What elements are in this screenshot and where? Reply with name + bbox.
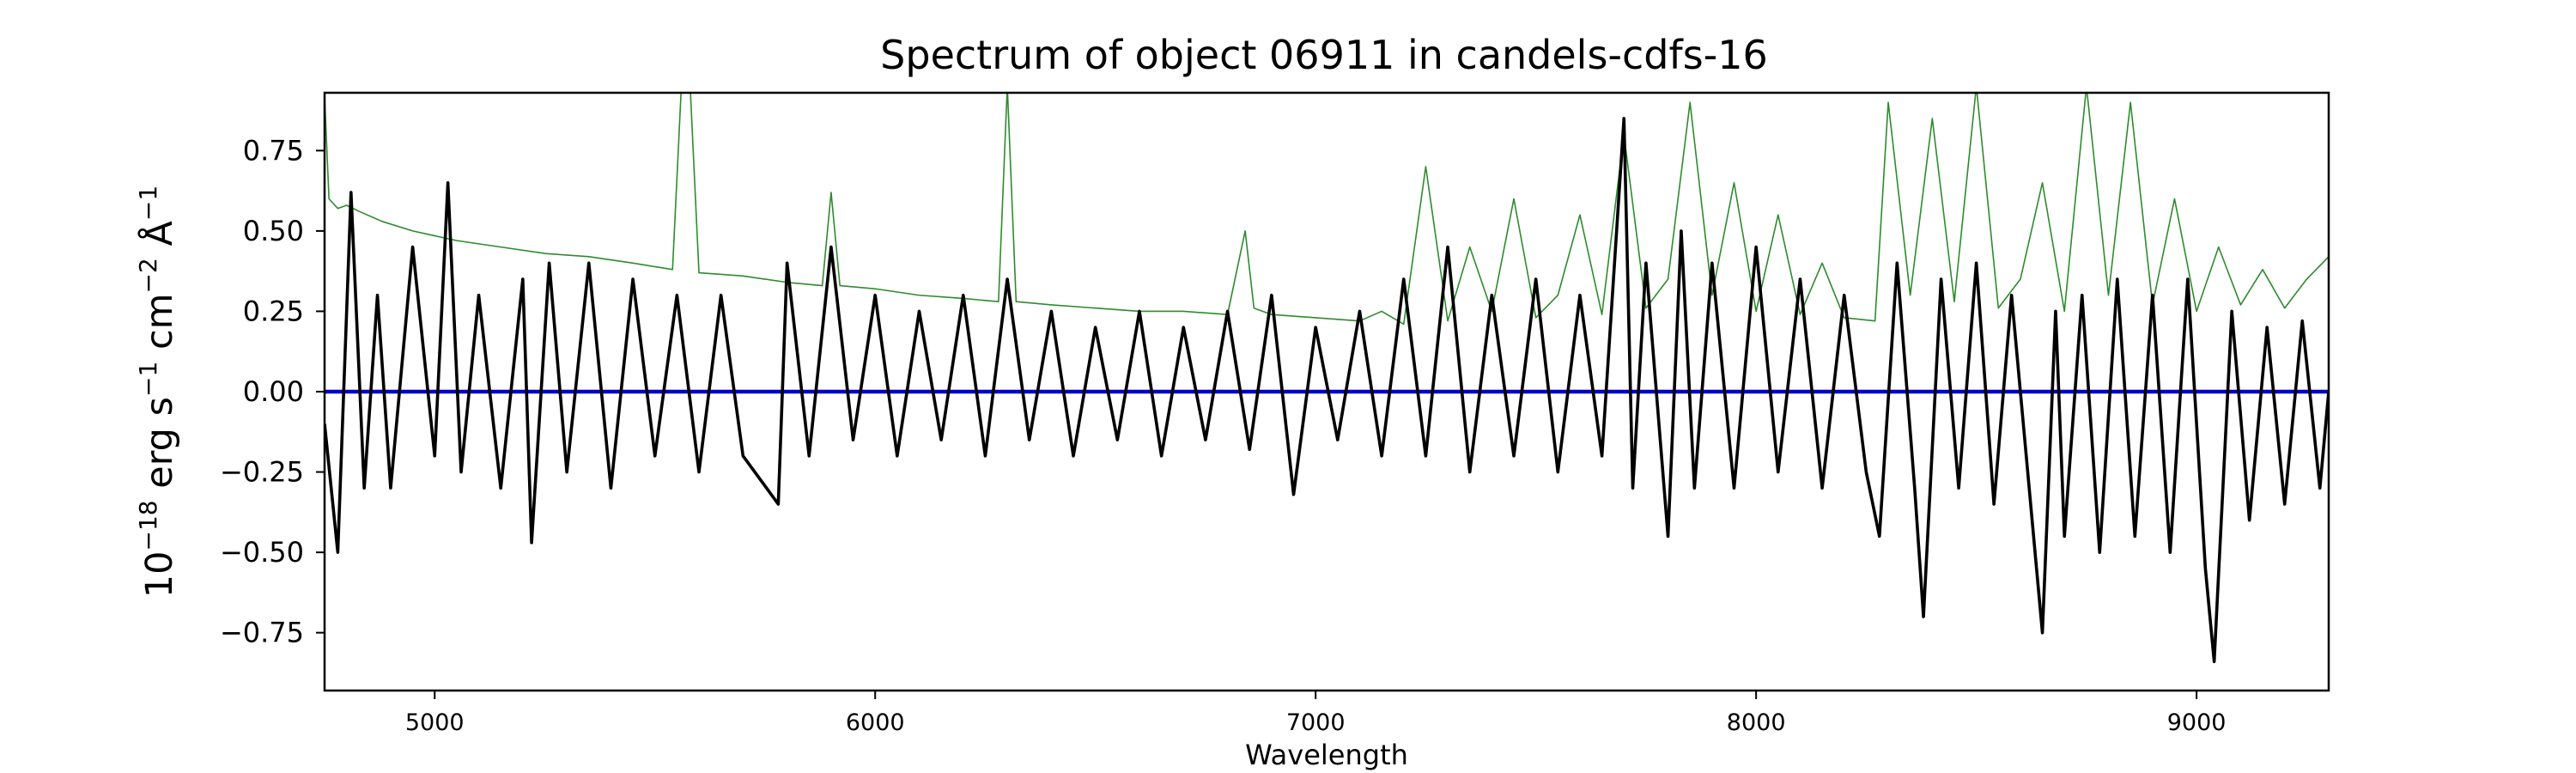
chart-title: Spectrum of object 06911 in candels-cdfs… (880, 32, 1768, 78)
y-label-unit2: cm (138, 293, 181, 361)
y-label-exp3: −2 (134, 258, 162, 293)
y-label-exp4: −1 (134, 186, 162, 221)
x-axis-label: Wavelength (1245, 739, 1408, 771)
y-label-unit1: erg s (138, 397, 181, 500)
y-label-base: 10 (138, 551, 181, 598)
x-tick-label: 7000 (1286, 709, 1346, 736)
y-tick-label: −0.75 (220, 617, 304, 649)
x-tick-label: 9000 (2167, 709, 2227, 736)
x-axis: 5000 6000 7000 8000 9000 (405, 691, 2227, 736)
x-tick-label: 6000 (846, 709, 905, 736)
y-tick-label: 0.25 (243, 295, 304, 327)
series-line-flux (325, 117, 2329, 664)
y-tick-label: −0.25 (220, 456, 304, 489)
y-axis: −0.75 −0.50 −0.25 0.00 0.25 0.50 0.75 (220, 134, 325, 649)
y-tick-label: −0.50 (220, 536, 304, 569)
series-layer (325, 93, 2329, 664)
y-tick-label: 0.75 (243, 134, 304, 167)
y-tick-label: 0.50 (243, 215, 304, 247)
series-line-error (325, 93, 2329, 326)
y-label-exp2: −1 (134, 362, 162, 397)
y-tick-label: 0.00 (243, 375, 304, 408)
x-tick-label: 8000 (1727, 709, 1786, 736)
x-tick-label: 5000 (405, 709, 465, 736)
y-label-exp1: −18 (134, 500, 162, 551)
y-label-unit3: Å (137, 221, 181, 259)
y-axis-label: 10−18 erg s−1 cm−2 Å−1 (134, 186, 181, 598)
